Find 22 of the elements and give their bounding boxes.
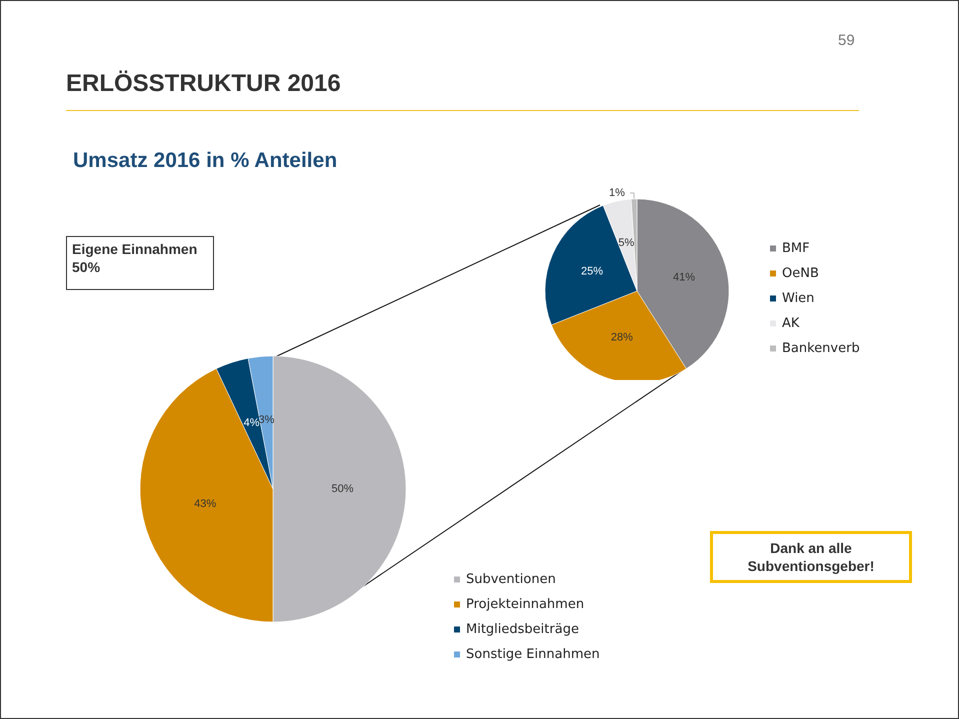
legend-label: AK <box>782 316 800 331</box>
text: Eigene Einnahmen 50% <box>66 236 214 290</box>
legend-label: Subventionen <box>466 572 556 587</box>
data-label: 25% <box>581 266 604 278</box>
text: Dank an alle Subventionsgeber! <box>710 531 912 583</box>
data-label: 50% <box>331 483 354 495</box>
data-label: 43% <box>194 498 216 510</box>
chart-title: ERLÖSSTRUKTUR 2016 <box>66 70 341 98</box>
legend-label: OeNB <box>782 266 819 281</box>
data-label: 28% <box>610 332 634 344</box>
data-label: 41% <box>673 271 696 284</box>
data-label: 1% <box>609 187 626 200</box>
text: 59 <box>838 32 855 49</box>
chart-subtitle: Umsatz 2016 in % Anteilen <box>73 149 338 173</box>
legend-label: Mitgliedsbeiträge <box>466 622 579 637</box>
data-label: 4% <box>244 416 260 429</box>
legend-label: Projekteinnahmen <box>466 597 584 612</box>
data-label: 5% <box>618 237 634 250</box>
legend-label: Sonstige Einnahmen <box>466 647 600 662</box>
legend-label: BMF <box>782 241 810 256</box>
legend-label: Wien <box>782 291 814 306</box>
legend-label: Bankenverb <box>782 341 860 356</box>
